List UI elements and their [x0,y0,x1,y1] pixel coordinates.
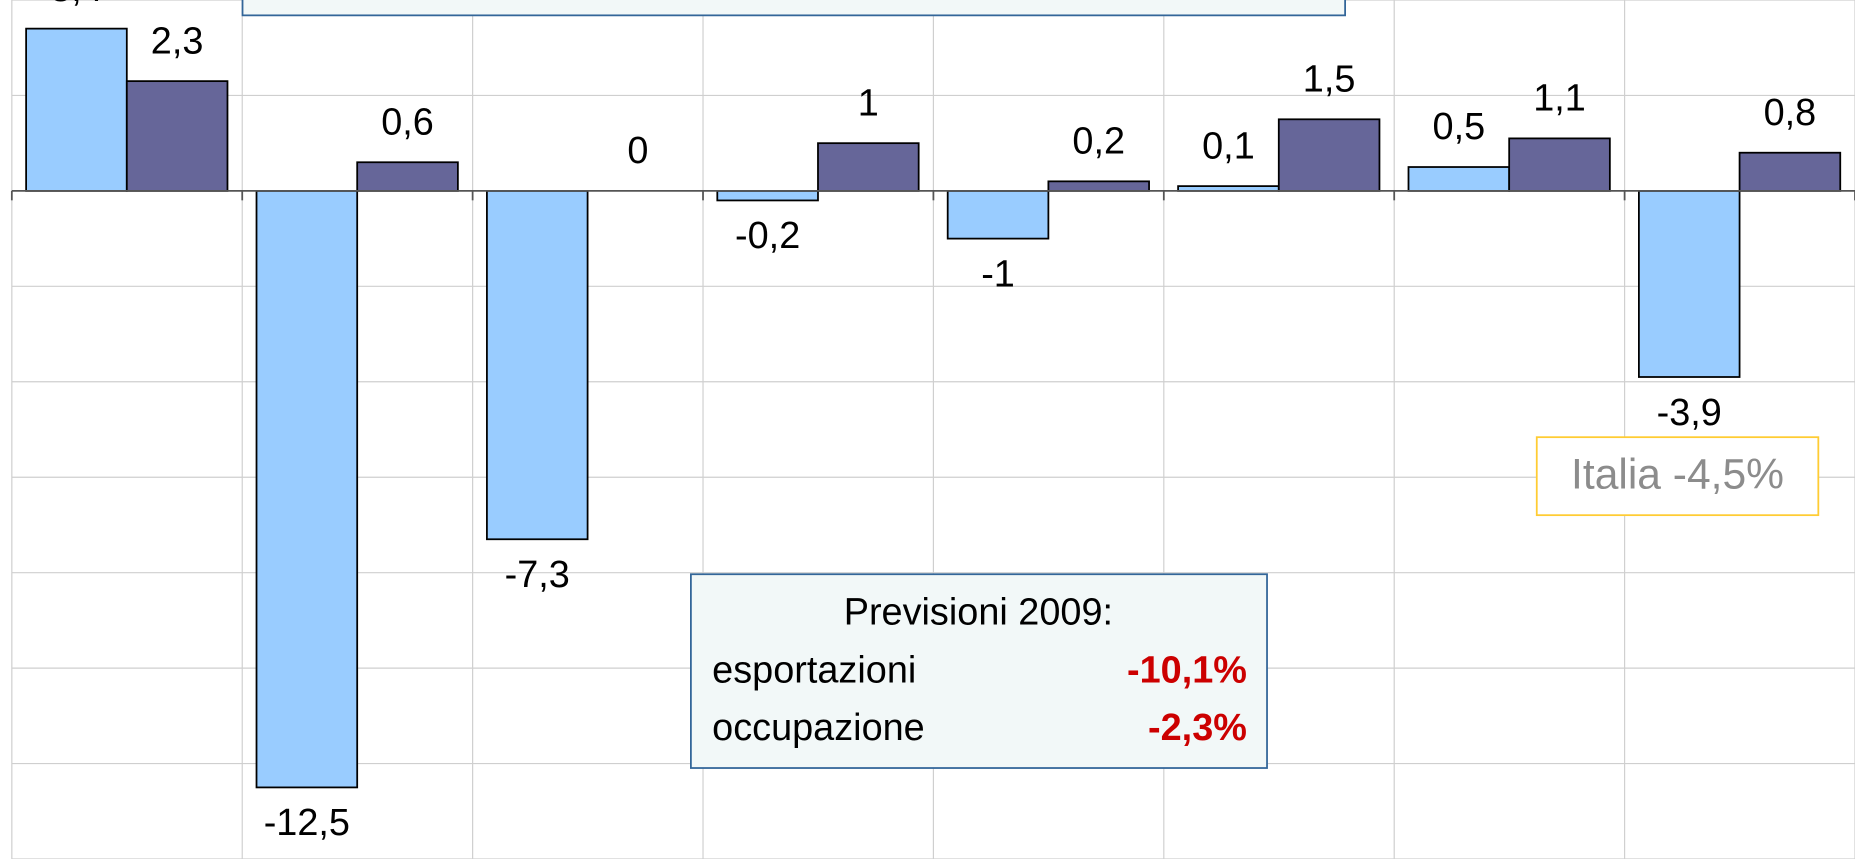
italy-note: Italia -4,5% [1571,451,1784,499]
value-label: -12,5 [264,802,350,844]
bar [716,190,819,202]
forecast-title: Previsioni 2009: [844,591,1113,633]
forecast-box: Previsioni 2009: esportazioni -10,1% occ… [690,573,1268,769]
italy-frame [1535,436,1820,517]
title-box [241,0,1346,17]
bar [125,80,229,192]
bar [1738,151,1842,192]
value-label: 0,8 [1764,92,1817,134]
bar [486,190,589,541]
bar [1638,190,1741,378]
value-label: 0,5 [1433,106,1486,148]
forecast-value: -2,3% [1148,707,1247,749]
forecast-label: esportazioni [712,649,916,691]
value-label: 0,1 [1202,125,1255,167]
bar [946,190,1050,240]
value-label: 1,1 [1533,78,1586,120]
value-label: 0 [627,130,648,172]
value-label: 0,6 [381,101,434,143]
bar [817,142,920,192]
value-label: 1 [858,82,879,124]
bar [1508,137,1611,192]
value-label: 0,2 [1072,121,1125,163]
forecast-label: occupazione [712,707,925,749]
value-label: -7,3 [505,554,570,596]
bar [25,27,128,192]
bar [1047,180,1150,192]
forecast-frame [690,573,1268,769]
bar [1277,118,1381,192]
value-label: 1,5 [1303,59,1356,101]
value-label: -1 [981,253,1015,295]
value-label: -0,2 [735,215,800,257]
bar [356,161,459,192]
bars: 3,4 -12,5 -7,3 -0,2 -1 0,1 0,5 -3,9 2,3 0,6 0 1 0,2 1… [10,0,1855,844]
value-label: -3,9 [1657,392,1722,434]
bar [1407,166,1511,192]
italy-box: Italia -4,5% [1535,436,1820,517]
value-label: 2,3 [151,20,204,62]
forecast-value: -10,1% [1127,649,1247,691]
bar [255,190,359,789]
value-label: 3,4 [50,0,103,10]
